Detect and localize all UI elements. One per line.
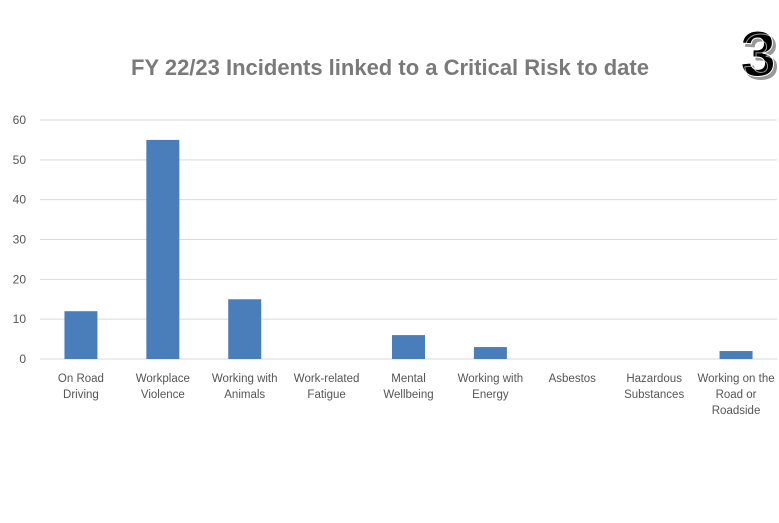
page-badge: 3 (740, 18, 776, 90)
x-tick-label: On Road Driving (57, 373, 104, 401)
y-tick-label: 20 (13, 272, 27, 286)
bar (228, 299, 262, 359)
y-tick-label: 40 (13, 193, 27, 207)
x-tick-label: Working on the Road or Roadside (697, 373, 775, 417)
bar (392, 335, 425, 359)
x-tick-label: Hazardous Substances (624, 373, 685, 401)
x-tick-label: Work-related Fatigue (293, 373, 360, 401)
bar (719, 351, 753, 359)
y-tick-label: 50 (13, 153, 27, 167)
y-tick-label: 0 (19, 352, 26, 366)
x-tick-label: Working with Animals (211, 373, 278, 401)
y-tick-label: 60 (13, 113, 27, 127)
x-tick-label: Asbestos (548, 373, 596, 385)
bar (64, 311, 98, 359)
x-tick-label: Working with Energy (457, 373, 524, 401)
chart-title: FY 22/23 Incidents linked to a Critical … (131, 55, 649, 80)
x-tick-label: Mental Wellbeing (383, 373, 434, 401)
bar (473, 347, 507, 359)
y-tick-label: 30 (13, 233, 27, 247)
y-tick-label: 10 (13, 312, 27, 326)
bar (146, 139, 180, 359)
x-tick-label: Workplace Violence (135, 373, 190, 401)
